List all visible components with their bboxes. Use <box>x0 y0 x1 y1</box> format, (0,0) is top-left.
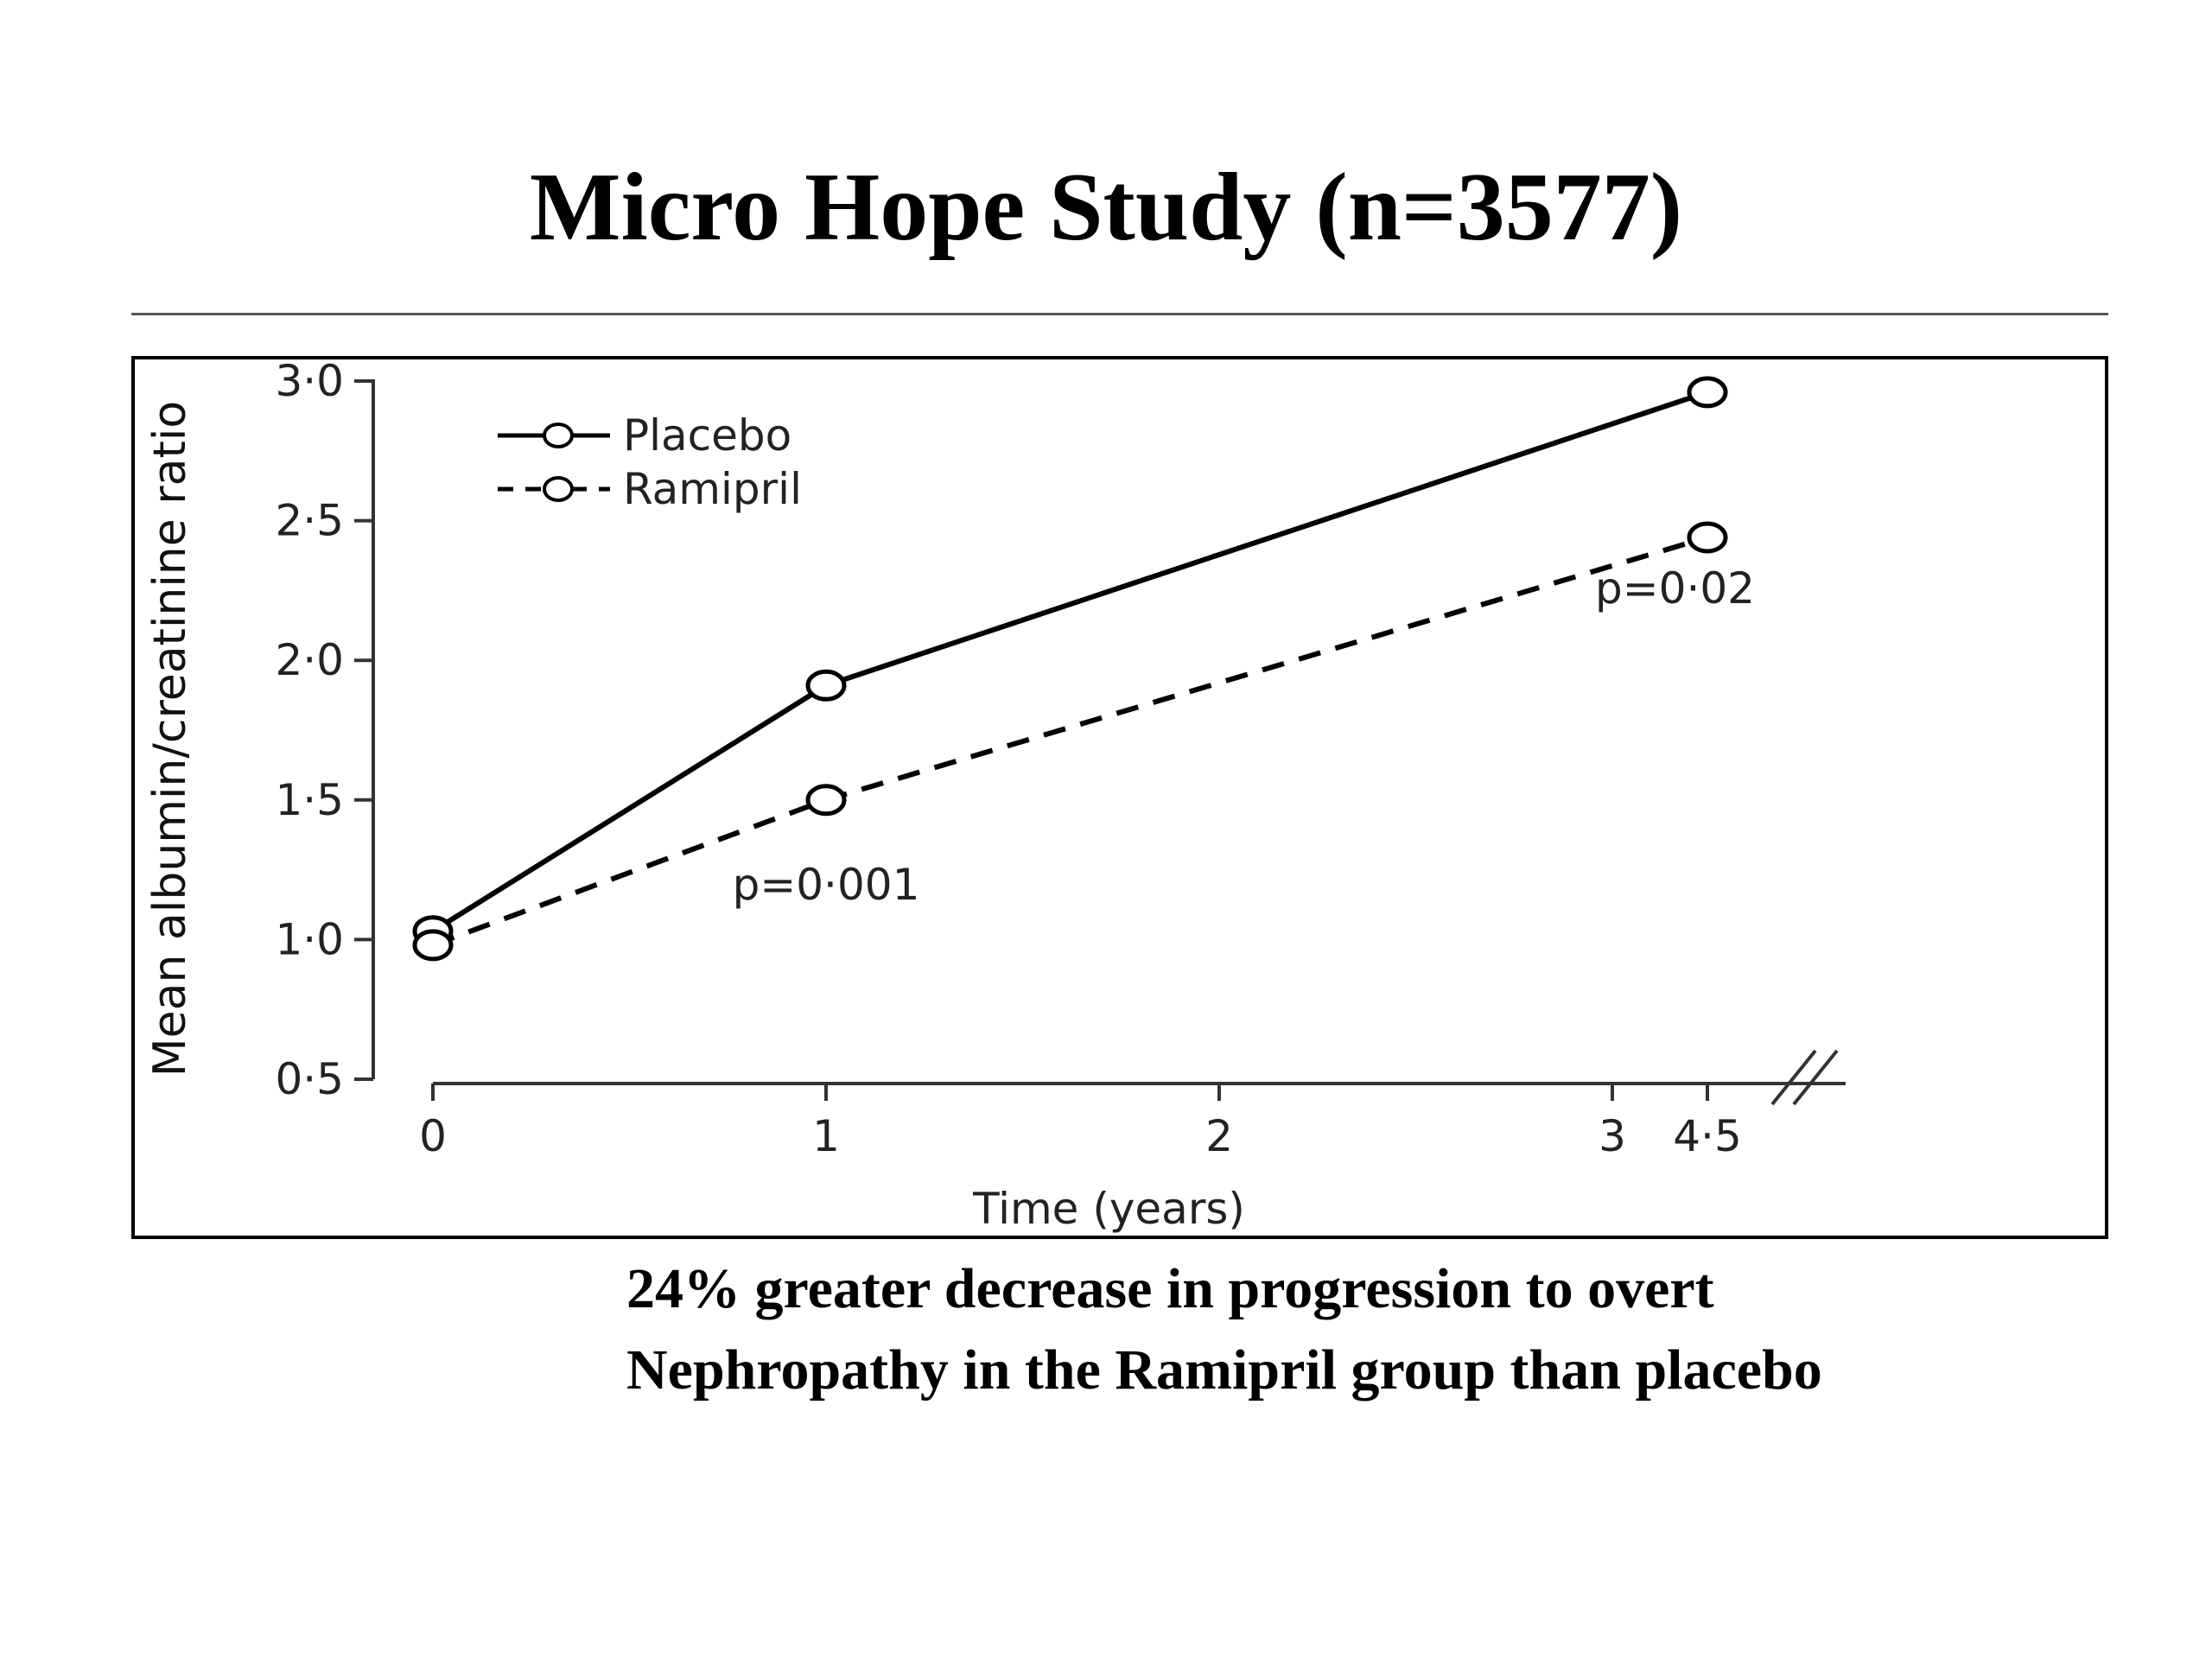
y-tick-label: 3·0 <box>275 359 344 406</box>
legend-label: Placebo <box>623 410 791 461</box>
point-ramipril <box>1687 521 1728 554</box>
legend-label: Ramipril <box>623 464 802 514</box>
legend-item-ramipril: Ramipril <box>498 464 802 514</box>
x-tick-label: 2 <box>1205 1111 1233 1161</box>
albumin-ratio-line-chart: 0·5 1·0 1·5 2·0 2·5 3·0 0 1 2 3 4·5 Time (years) Mea… <box>144 359 1846 1234</box>
legend-item-placebo: Placebo <box>498 410 791 461</box>
y-tick-label: 2·0 <box>275 635 344 685</box>
p-value-annotation: p=0·001 <box>733 860 920 910</box>
y-tick-label: 0·5 <box>275 1054 344 1104</box>
series-line-ramipril <box>431 535 1708 948</box>
title-divider <box>131 313 2108 315</box>
y-tick-label: 1·5 <box>275 775 344 825</box>
point-placebo <box>1687 376 1728 409</box>
x-axis-title: Time (years) <box>972 1184 1245 1234</box>
x-tick-label: 3 <box>1599 1111 1626 1161</box>
series <box>412 376 1728 962</box>
x-tick-label: 4·5 <box>1673 1111 1742 1161</box>
labels: 0·5 1·0 1·5 2·0 2·5 3·0 0 1 2 3 4·5 Time (years) Mea… <box>144 359 1755 1234</box>
caption-line-2: Nephropathy in the Ramipril group than p… <box>626 1338 1822 1402</box>
caption-line-1: 24% greater decrease in progression to o… <box>626 1257 1714 1320</box>
y-axis-title: Mean albumin/creatinine ratio <box>144 401 196 1077</box>
chart-frame: 0·5 1·0 1·5 2·0 2·5 3·0 0 1 2 3 4·5 Time (years) Mea… <box>131 356 2108 1239</box>
p-value-annotation: p=0·02 <box>1595 563 1755 613</box>
point-placebo <box>805 669 847 702</box>
axes <box>354 379 1846 1106</box>
slide-title: Micro Hope Study (n=3577) <box>529 154 1683 261</box>
point-ramipril <box>412 929 454 962</box>
caption: 24% greater decrease in progression to o… <box>626 1249 1822 1411</box>
axis-break-mark <box>1770 1049 1817 1106</box>
point-ramipril <box>805 784 847 817</box>
y-tick-label: 1·0 <box>275 914 344 964</box>
axis-break-mark <box>1792 1049 1839 1106</box>
x-tick-label: 1 <box>812 1111 840 1161</box>
x-tick-label: 0 <box>419 1111 447 1161</box>
legend-marker <box>543 423 574 448</box>
y-tick-label: 2·5 <box>275 496 344 546</box>
legend-marker <box>543 476 574 502</box>
